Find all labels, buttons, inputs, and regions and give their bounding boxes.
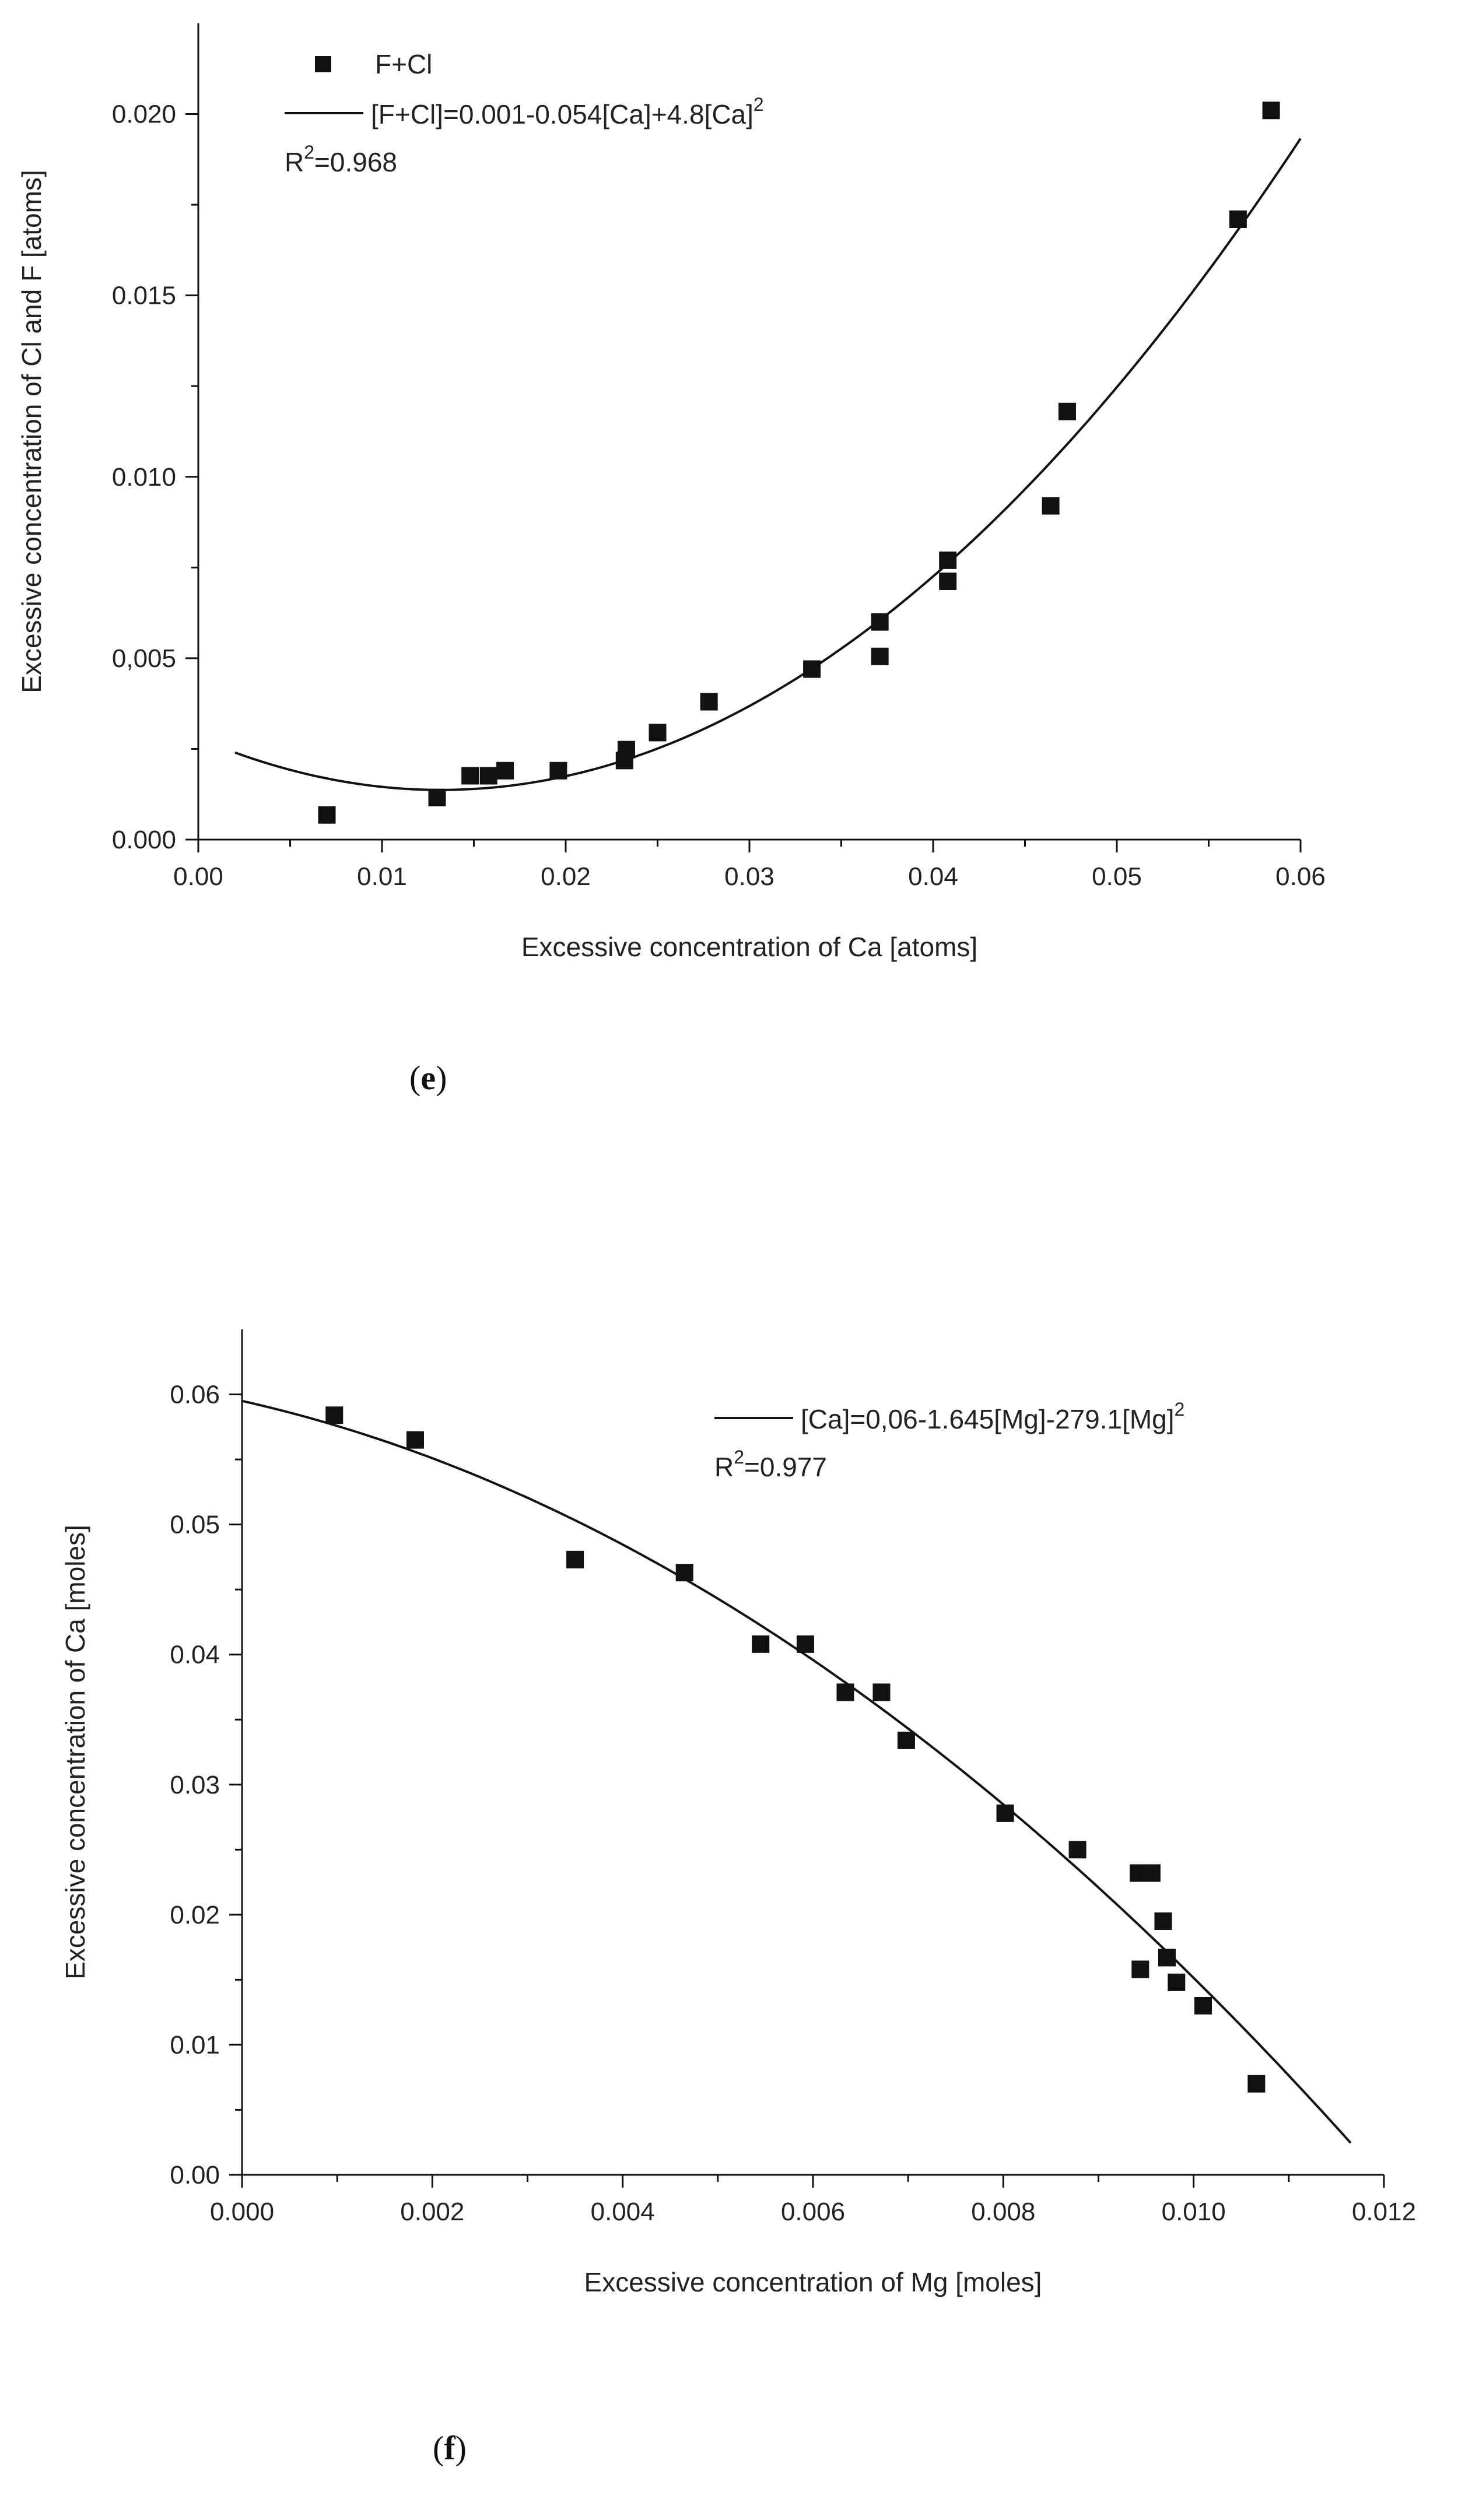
data-point <box>700 693 718 711</box>
data-point <box>836 1683 854 1701</box>
data-point <box>325 1406 344 1424</box>
fit-curve <box>234 138 1302 791</box>
x-tick-label: 0.006 <box>781 2198 845 2226</box>
data-point <box>996 1804 1014 1822</box>
y-tick-label: 0,005 <box>112 644 176 673</box>
y-tick-label: 0.000 <box>112 826 176 854</box>
data-point <box>566 1550 584 1568</box>
data-point <box>939 572 957 590</box>
data-point <box>1142 1864 1161 1882</box>
legend-r2-label: R2=0.968 <box>285 142 397 177</box>
data-point <box>1154 1912 1172 1930</box>
data-point <box>1042 497 1060 515</box>
data-point <box>1168 1973 1186 1991</box>
data-point <box>1247 2075 1266 2093</box>
x-tick-label: 0.05 <box>1092 862 1142 891</box>
y-tick-label: 0.010 <box>112 463 176 492</box>
chart-panel-f: 0.000 0.002 0.004 0.006 0.008 0.010 0.012 0.00 0… <box>0 1283 1458 2520</box>
data-point <box>1194 1997 1212 2014</box>
data-point <box>549 761 567 780</box>
x-tick-label: 0.004 <box>591 2198 655 2226</box>
x-tick-label: 0.06 <box>1275 862 1326 891</box>
data-point <box>649 724 667 742</box>
data-point <box>318 806 336 824</box>
chart-panel-e: 0.00 0.01 0.02 0.03 0.04 0.05 0.06 0.000 0,005 0.… <box>0 0 1458 1166</box>
data-point <box>803 660 821 678</box>
y-axis-title: Excessive concentration of Ca [moles] <box>60 1525 90 1980</box>
y-tick-label: 0.02 <box>170 1901 220 1929</box>
data-point <box>1058 402 1076 420</box>
data-point <box>675 1564 693 1582</box>
y-tick-label: 0.015 <box>112 282 176 310</box>
data-point <box>939 551 957 569</box>
legend-r2-label: R2=0.977 <box>714 1447 827 1482</box>
legend-marker <box>315 56 331 72</box>
x-axis-title: Excessive concentration of Ca [atoms] <box>521 932 977 962</box>
legend-fit-label: [Ca]=0,06-1.645[Mg]-279.1[Mg]2 <box>801 1399 1184 1434</box>
x-tick-label: 0.010 <box>1162 2198 1226 2226</box>
x-tick-label: 0.002 <box>400 2198 464 2226</box>
x-axis-title: Excessive concentration of Mg [moles] <box>584 2267 1042 2297</box>
data-point <box>796 1635 814 1653</box>
data-point <box>496 761 514 780</box>
x-tick-label: 0.03 <box>724 862 774 891</box>
y-tick-label: 0.05 <box>170 1511 220 1539</box>
data-point <box>406 1431 424 1449</box>
data-point <box>752 1635 770 1653</box>
data-point <box>871 647 889 665</box>
chart-f-svg: 0.000 0.002 0.004 0.006 0.008 0.010 0.012 0.00 0… <box>60 1329 1416 2297</box>
y-tick-label: 0.04 <box>170 1641 220 1669</box>
y-tick-label: 0.03 <box>170 1771 220 1799</box>
caption-e: (e) <box>409 1059 447 1097</box>
y-tick-label: 0.01 <box>170 2031 220 2059</box>
x-tick-label: 0.02 <box>541 862 591 891</box>
x-tick-label: 0.012 <box>1352 2198 1416 2226</box>
x-tick-label: 0.00 <box>173 862 223 891</box>
y-tick-label: 0.00 <box>170 2161 220 2189</box>
fit-curve <box>241 1399 1352 2144</box>
caption-f: (f) <box>433 2429 467 2467</box>
y-tick-label: 0.06 <box>170 1381 220 1409</box>
data-point <box>897 1731 915 1749</box>
data-point <box>1131 1960 1149 1978</box>
data-point <box>1068 1841 1087 1859</box>
x-tick-label: 0.01 <box>357 862 407 891</box>
data-point <box>872 1683 891 1701</box>
data-point <box>1262 101 1280 120</box>
data-point <box>428 788 446 806</box>
data-point <box>871 613 889 631</box>
legend-fit-label: [F+Cl]=0.001-0.054[Ca]+4.8[Ca]2 <box>371 94 764 129</box>
x-tick-label: 0.000 <box>210 2198 274 2226</box>
y-axis-title: Excessive concentration of Cl and F [ato… <box>16 170 47 693</box>
x-tick-label: 0.008 <box>971 2198 1035 2226</box>
data-point <box>1229 210 1247 228</box>
data-point <box>1158 1949 1176 1967</box>
data-point <box>479 767 497 785</box>
x-tick-label: 0.04 <box>908 862 958 891</box>
data-point <box>461 767 479 785</box>
chart-e-svg: 0.00 0.01 0.02 0.03 0.04 0.05 0.06 0.000 0,005 0.… <box>16 23 1326 962</box>
y-tick-label: 0.020 <box>112 100 176 129</box>
legend-marker-label: F+Cl <box>375 49 432 79</box>
data-point <box>617 740 635 759</box>
